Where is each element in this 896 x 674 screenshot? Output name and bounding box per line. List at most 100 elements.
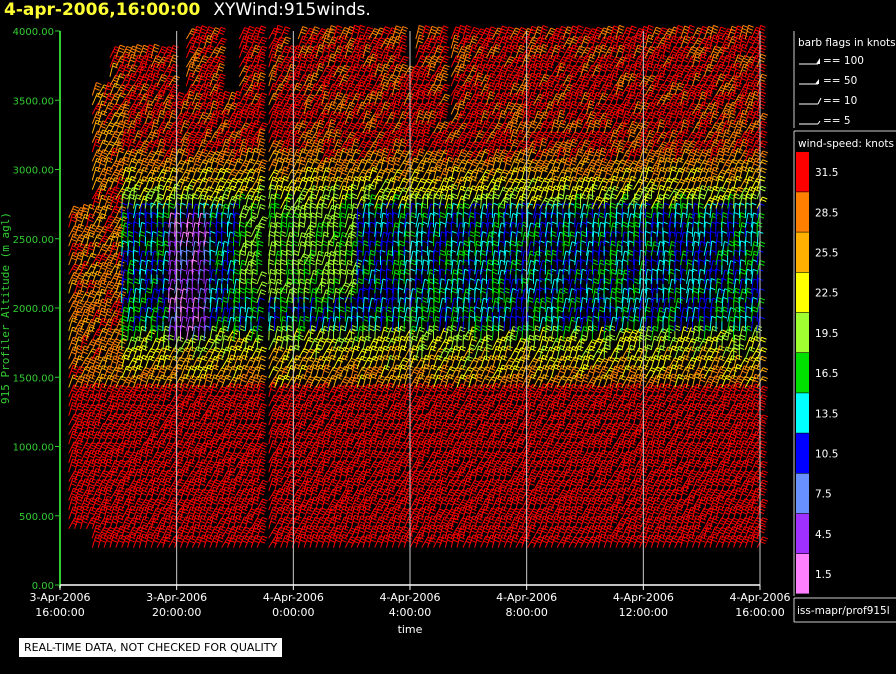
wind-barb-flag [144,370,149,372]
wind-barb-flag [196,388,201,390]
wind-barb-flag [136,50,141,52]
wind-barb-flag [101,126,106,128]
wind-barb-flag [230,493,235,495]
wind-barb-flag [195,108,200,110]
wind-barb-flag [130,399,135,401]
wind-barb-flag [214,383,219,385]
wind-barb-flag [236,509,241,511]
wind-barb-flag [237,457,242,459]
wind-barb-flag [148,504,153,506]
wind-barb-flag [83,509,88,511]
wind-barb-flag [100,540,105,542]
wind-barb-flag [213,485,218,487]
wind-barb [181,358,187,369]
wind-barb-flag [212,79,217,81]
wind-barb-flag [120,463,125,465]
wind-barb-flag [208,129,213,131]
wind-barb-flag [178,430,183,432]
wind-barb-flag [218,358,223,360]
wind-barb [151,358,157,369]
wind-barb-flag [160,132,165,134]
wind-barb-flag [124,456,129,458]
wind-barb-flag [154,164,159,166]
wind-barb-flag [119,331,124,333]
wind-barb-flag [119,70,124,72]
wind-barb-flag [83,255,88,257]
wind-barb-flag [141,427,146,429]
wind-barb-flag [194,521,199,523]
wind-barb-flag [148,251,153,253]
wind-barb-flag [218,455,223,457]
wind-barb-flag [138,182,143,184]
wind-barb-flag [220,30,225,32]
wind-barb-flag [124,135,129,137]
wind-barb-flag [101,490,106,492]
wind-barb-flag [201,117,206,119]
wind-barb-flag [102,95,107,97]
wind-barb-flag [166,136,171,138]
wind-barb-flag [191,124,196,126]
wind-barb-flag [150,153,155,155]
wind-barb-flag [202,26,207,28]
wind-barb-flag [218,164,223,166]
wind-barb-flag [71,484,76,486]
wind-barb-flag [167,124,172,126]
wind-barb-flag [141,116,146,118]
wind-barb-flag [132,65,137,67]
wind-barb-flag [113,428,118,430]
wind-barb-flag [231,490,236,492]
wind-barb-flag [119,364,124,366]
wind-barb-flag [106,456,111,458]
wind-barb-flag [128,235,133,237]
wind-barb-flag [146,231,151,233]
wind-barb-flag [136,99,141,101]
wind-barb-flag [129,213,134,215]
wind-barb-flag [94,389,99,391]
wind-barb-flag [220,529,225,531]
wind-barb-flag [78,462,83,464]
wind-barb-flag [108,105,113,107]
wind-barb-flag [130,170,135,172]
wind-barb-flag [159,135,164,137]
wind-barb-flag [71,343,76,345]
wind-barb-flag [209,27,214,29]
wind-barb-flag [147,512,152,514]
wind-barb-flag [128,231,133,233]
wind-barb-flag [95,531,100,533]
wind-barb-flag [134,278,139,280]
wind-barb-flag [158,203,163,205]
wind-barb-flag [213,33,218,35]
wind-barb-flag [208,67,213,69]
wind-barb-flag [148,48,153,50]
wind-barb-flag [83,437,88,439]
wind-barb-flag [142,484,147,486]
wind-barb-flag [235,213,240,215]
wind-barb-flag [109,144,114,146]
wind-barb-flag [170,197,175,199]
wind-barb-flag [199,326,204,328]
wind-barb-flag [183,117,188,119]
wind-barb-flag [101,259,106,261]
wind-barb-flag [167,78,172,80]
wind-barb-flag [107,447,112,449]
wind-barb-flag [137,501,142,503]
wind-barb-flag [165,107,170,109]
wind-barb-flag [113,108,118,110]
wind-barb-flag [78,278,83,280]
wind-barb-flag [95,386,100,388]
wind-barb-flag [201,61,206,63]
wind-barb-flag [71,437,76,439]
wind-barb-flag [89,465,94,467]
wind-barb-flag [130,446,135,448]
wind-barb-flag [144,190,149,192]
wind-barb-flag [224,94,229,96]
wind-barb-flag [201,437,206,439]
wind-barb-flag [165,390,170,392]
wind-barb-flag [114,86,119,88]
wind-barb-flag [148,307,153,309]
wind-barb-flag [108,444,113,446]
wind-barb-flag [232,171,237,173]
wind-barb-flag [130,409,135,411]
wind-barb-flag [104,236,109,238]
wind-barb-flag [172,528,177,530]
